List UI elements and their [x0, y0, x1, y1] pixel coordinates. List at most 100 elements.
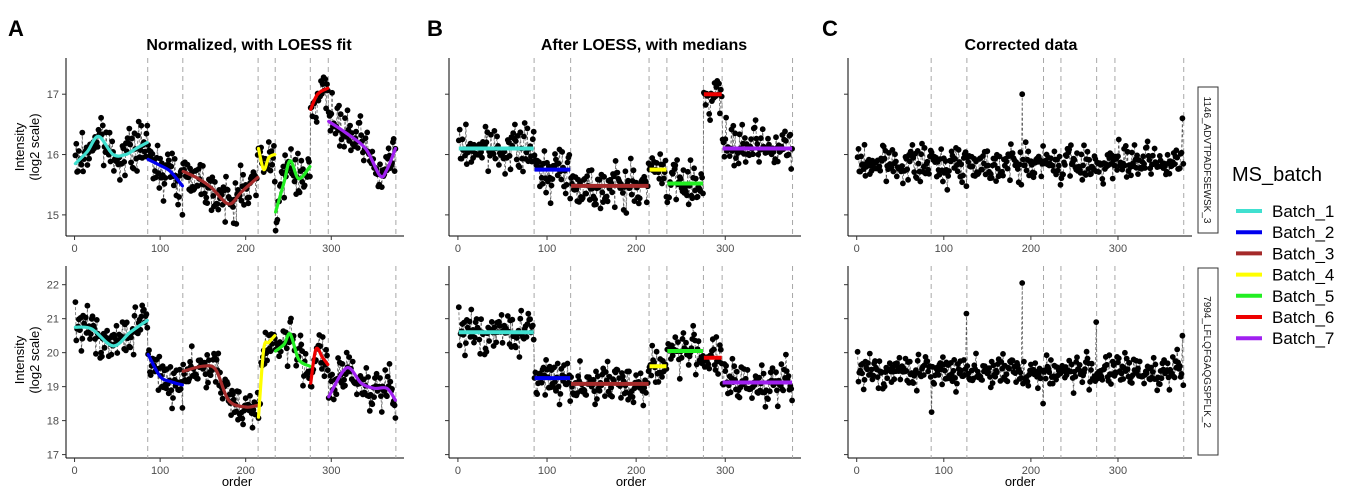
sample-point [1008, 141, 1014, 148]
sample-point [1077, 169, 1084, 176]
sample-point [695, 338, 702, 345]
sample-point [787, 131, 794, 138]
sample-point [353, 128, 359, 135]
sample-point [505, 139, 512, 146]
sample-point [736, 394, 743, 401]
sample-point [524, 321, 531, 328]
sample-point [1148, 171, 1154, 177]
sample-point [988, 175, 995, 181]
sample-point [223, 173, 229, 180]
sample-point [365, 374, 371, 380]
sample-point [156, 353, 163, 360]
sample-point [205, 379, 211, 386]
sample-point [944, 186, 951, 193]
loess-fit-batch-4 [256, 146, 277, 172]
sample-point [609, 189, 615, 196]
sample-point [524, 125, 531, 132]
sample-point [336, 102, 342, 109]
sample-point [214, 201, 221, 207]
sample-point [653, 348, 660, 355]
sample-point [1149, 369, 1156, 375]
sample-point [377, 161, 383, 168]
sample-point [492, 155, 499, 162]
sample-point [751, 124, 758, 131]
sample-point [1046, 369, 1053, 376]
panel-b-row2: 0 100 200 300 [445, 266, 801, 477]
sample-point [862, 172, 869, 179]
sample-point [648, 372, 655, 379]
sample-point [785, 151, 792, 158]
sample-point [1124, 366, 1131, 373]
sample-point [707, 117, 713, 123]
sample-point [1086, 386, 1093, 393]
sample-point [684, 192, 690, 199]
sample-point [1060, 171, 1066, 178]
sample-point [529, 322, 536, 329]
sample-point [1079, 379, 1086, 386]
sample-point [635, 200, 642, 207]
sample-point [765, 396, 771, 402]
sample-point [319, 366, 325, 372]
sample-point [677, 175, 684, 182]
sample-point [391, 402, 398, 409]
sample-point [212, 379, 219, 385]
sample-point [1174, 154, 1181, 161]
sample-point [599, 189, 606, 196]
loess-fit-batch-3 [181, 169, 260, 206]
sample-point [715, 371, 721, 377]
sample-point [111, 168, 117, 174]
sample-point [1080, 162, 1086, 169]
sample-point [1000, 172, 1006, 179]
sample-point [643, 389, 649, 396]
sample-point [1103, 361, 1110, 368]
sample-point [744, 367, 751, 373]
sample-point [918, 151, 925, 158]
sample-point [493, 339, 500, 346]
sample-point [723, 362, 729, 369]
sample-point [224, 381, 231, 388]
sample-point [491, 127, 498, 134]
sample-point [1140, 153, 1147, 160]
sample-point [630, 399, 637, 406]
sample-point [219, 201, 226, 208]
sample-point [891, 376, 898, 383]
sample-point [494, 133, 500, 140]
sample-point [1088, 171, 1094, 177]
sample-point [237, 162, 244, 169]
sample-point [468, 306, 475, 313]
strip-row2 [1197, 267, 1219, 456]
sample-point [766, 388, 773, 395]
sample-point [694, 193, 701, 200]
x-tick-label: 0 [854, 465, 860, 477]
sample-point [601, 173, 607, 180]
sample-point [72, 152, 79, 159]
sample-point [80, 168, 86, 175]
sample-point [548, 182, 555, 189]
sample-point [329, 89, 335, 96]
sample-point [964, 363, 971, 369]
sample-point [564, 159, 571, 166]
sample-point [731, 363, 738, 370]
x-tick-label: 300 [322, 243, 340, 255]
sample-point [87, 336, 93, 342]
sample-point [742, 375, 749, 382]
sample-point [657, 151, 664, 158]
sample-point [630, 167, 637, 174]
sample-point [542, 392, 549, 398]
sample-point [1109, 175, 1116, 182]
sample-point [733, 155, 739, 162]
sample-point [1071, 156, 1078, 163]
sample-point [267, 348, 274, 355]
x-tick-label: 300 [716, 465, 734, 477]
sample-point [245, 200, 252, 207]
sample-point [1154, 387, 1161, 394]
sample-point [633, 372, 639, 378]
sample-point [1164, 151, 1171, 158]
sample-point [783, 368, 790, 374]
sample-point [958, 367, 965, 374]
sample-point [993, 178, 999, 185]
sample-point [655, 379, 662, 385]
sample-point [175, 201, 182, 208]
sample-point [651, 359, 657, 366]
